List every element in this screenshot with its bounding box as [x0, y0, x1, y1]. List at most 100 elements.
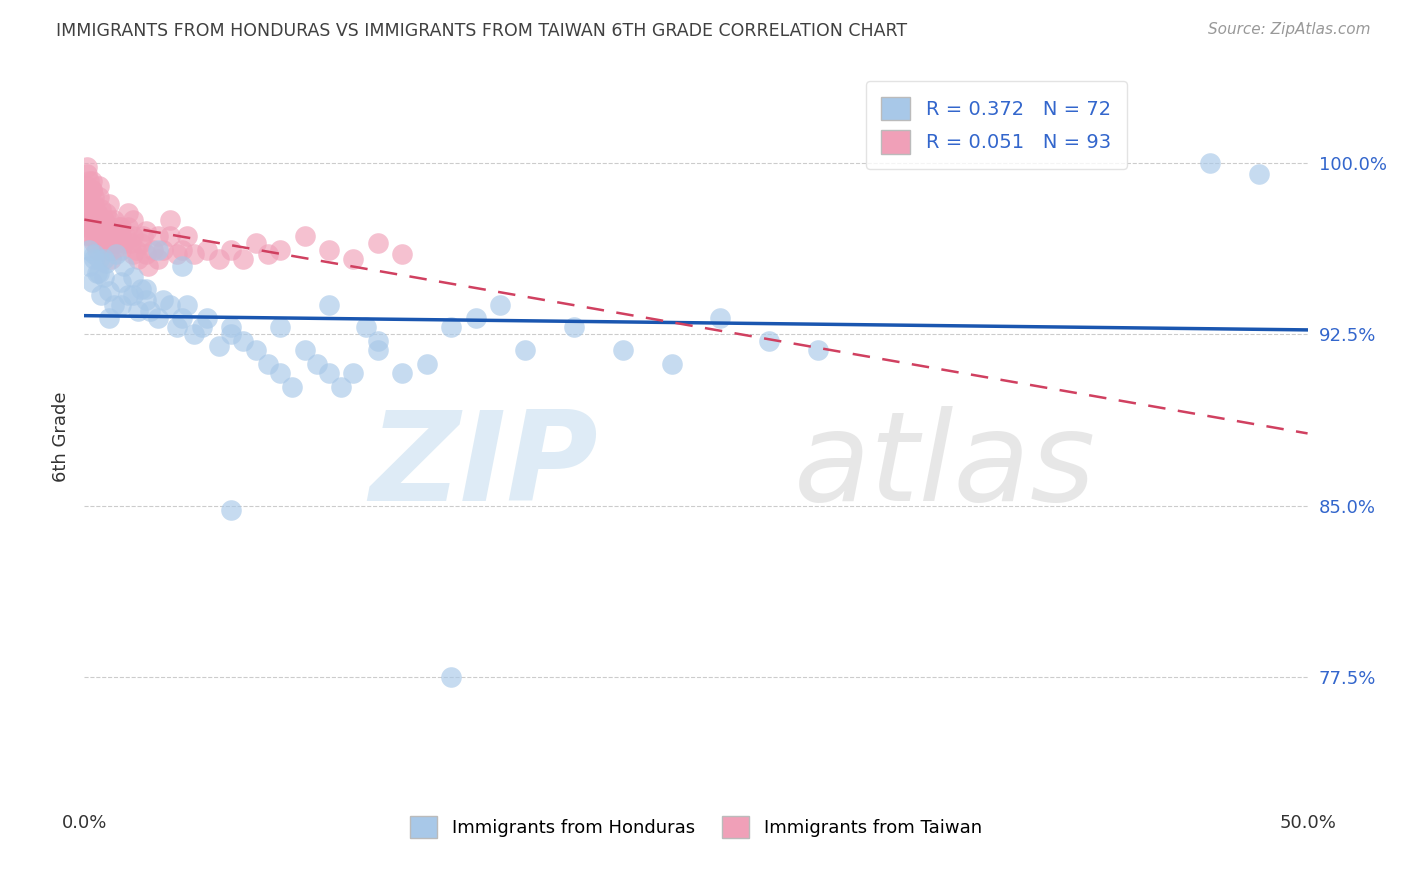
Point [807, 343, 830, 358]
Point [87, 265, 110, 279]
Point [281, 380, 304, 394]
Point [96, 219, 118, 234]
Point [110, 243, 132, 257]
Point [107, 219, 129, 234]
Point [232, 252, 254, 266]
Point [86, 206, 108, 220]
Point [93, 213, 115, 227]
Point [129, 281, 152, 295]
Point [87, 178, 110, 193]
Point [83, 206, 105, 220]
Point [1247, 167, 1270, 181]
Point [136, 259, 159, 273]
Point [80, 228, 103, 243]
Point [93, 252, 115, 266]
Point [77, 202, 100, 216]
Point [83, 235, 105, 250]
Point [183, 327, 205, 342]
Point [135, 293, 157, 307]
Point [219, 503, 242, 517]
Point [97, 213, 120, 227]
Point [257, 247, 280, 261]
Point [245, 343, 267, 358]
Point [93, 228, 115, 243]
Point [105, 235, 128, 250]
Point [269, 243, 291, 257]
Point [391, 366, 413, 380]
Point [354, 320, 377, 334]
Point [96, 235, 118, 250]
Point [97, 228, 120, 243]
Point [80, 183, 103, 197]
Point [122, 228, 145, 243]
Point [257, 357, 280, 371]
Point [294, 343, 316, 358]
Point [80, 275, 103, 289]
Point [97, 311, 120, 326]
Point [97, 284, 120, 298]
Point [440, 670, 463, 684]
Point [120, 235, 142, 250]
Point [318, 243, 340, 257]
Point [294, 228, 316, 243]
Point [90, 288, 112, 302]
Point [305, 357, 328, 371]
Point [77, 174, 100, 188]
Point [87, 228, 110, 243]
Legend: Immigrants from Honduras, Immigrants from Taiwan: Immigrants from Honduras, Immigrants fro… [404, 808, 988, 845]
Point [112, 235, 135, 250]
Point [77, 213, 100, 227]
Point [208, 252, 231, 266]
Point [159, 297, 181, 311]
Point [159, 213, 181, 227]
Point [166, 247, 188, 261]
Point [245, 235, 267, 250]
Point [127, 304, 149, 318]
Point [342, 252, 364, 266]
Point [367, 343, 389, 358]
Point [758, 334, 780, 348]
Point [513, 343, 536, 358]
Point [122, 213, 145, 227]
Point [139, 304, 162, 318]
Point [83, 190, 105, 204]
Point [135, 247, 157, 261]
Point [77, 219, 100, 234]
Point [318, 366, 340, 380]
Point [90, 202, 112, 216]
Point [709, 311, 731, 326]
Point [77, 228, 100, 243]
Point [117, 219, 139, 234]
Point [103, 228, 125, 243]
Point [93, 270, 115, 285]
Point [83, 247, 105, 261]
Point [76, 206, 98, 220]
Point [86, 224, 108, 238]
Point [172, 259, 194, 273]
Point [146, 243, 169, 257]
Point [183, 247, 205, 261]
Point [83, 219, 105, 234]
Point [367, 235, 389, 250]
Point [86, 206, 108, 220]
Point [117, 206, 139, 220]
Point [342, 366, 364, 380]
Point [110, 219, 132, 234]
Point [117, 288, 139, 302]
Point [77, 190, 100, 204]
Point [132, 228, 155, 243]
Point [135, 224, 157, 238]
Point [97, 243, 120, 257]
Point [86, 206, 108, 220]
Text: ZIP: ZIP [370, 406, 598, 527]
Point [612, 343, 634, 358]
Point [87, 252, 110, 266]
Point [105, 247, 128, 261]
Point [103, 213, 125, 227]
Point [219, 243, 242, 257]
Point [76, 161, 98, 175]
Point [172, 243, 194, 257]
Point [110, 228, 132, 243]
Point [76, 178, 98, 193]
Point [127, 252, 149, 266]
